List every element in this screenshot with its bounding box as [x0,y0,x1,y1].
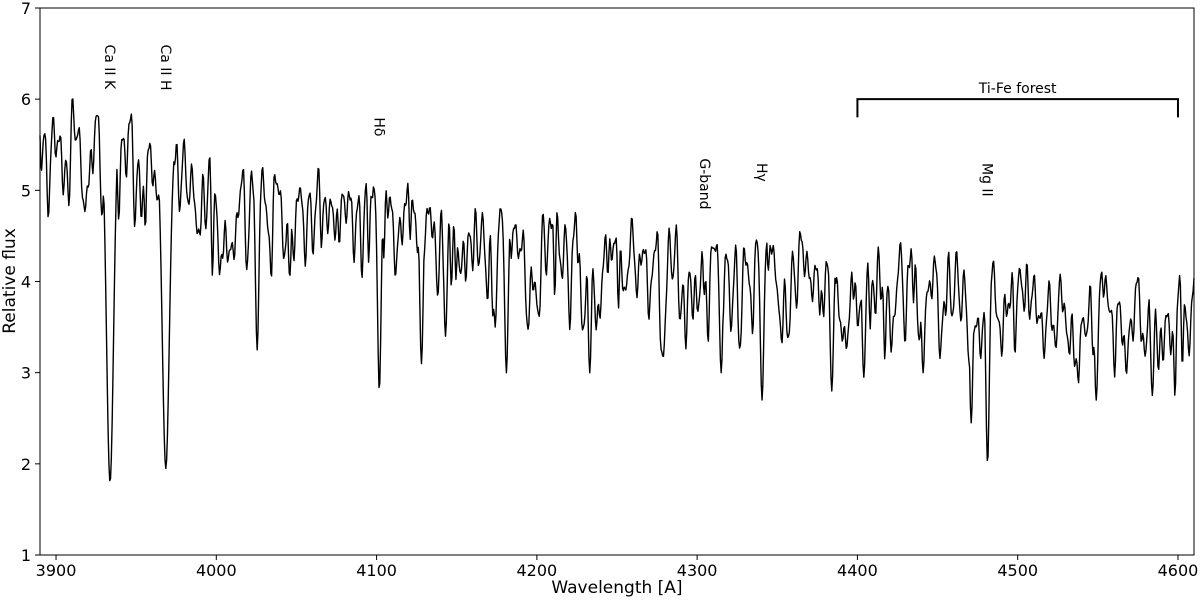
y-tick-label: 1 [21,546,31,565]
y-tick-label: 4 [21,273,31,292]
x-tick-label: 4100 [356,561,397,580]
line-annotation: Hδ [370,117,386,136]
y-tick-label: 7 [21,0,31,18]
y-tick-label: 3 [21,364,31,383]
y-tick-label: 2 [21,455,31,474]
line-annotation: Ca II K [101,45,117,91]
x-tick-label: 3900 [36,561,77,580]
x-tick-label: 4500 [997,561,1038,580]
ti-fe-forest-bracket [856,98,1179,118]
y-axis-title: Relative flux [0,228,20,334]
x-axis-title: Wavelength [A] [551,578,682,598]
axis-layer: 3900 4000 4100 4200 4300 4400 4500 4600 1 2 3 4 5 6 7 [21,0,1199,580]
x-tick-label: 4000 [196,561,237,580]
x-tick-label: 4200 [517,561,558,580]
line-annotation: Mg II [979,163,995,197]
x-tick-label: 4600 [1158,561,1199,580]
y-tick-label: 6 [21,90,31,109]
annotation-layer: Ca II K Ca II H Hδ G-band Hγ Mg II Ti-Fe fores… [101,45,1179,210]
line-annotation: G-band [696,158,712,209]
spectrum-line [39,98,1195,482]
spectrum-layer [39,98,1195,482]
x-tick-label: 4300 [677,561,718,580]
y-tick-label: 5 [21,181,31,200]
ti-fe-forest-label: Ti-Fe forest [978,81,1057,97]
line-annotation: Hγ [753,163,769,182]
x-tick-label: 4400 [837,561,878,580]
line-annotation: Ca II H [157,45,173,91]
